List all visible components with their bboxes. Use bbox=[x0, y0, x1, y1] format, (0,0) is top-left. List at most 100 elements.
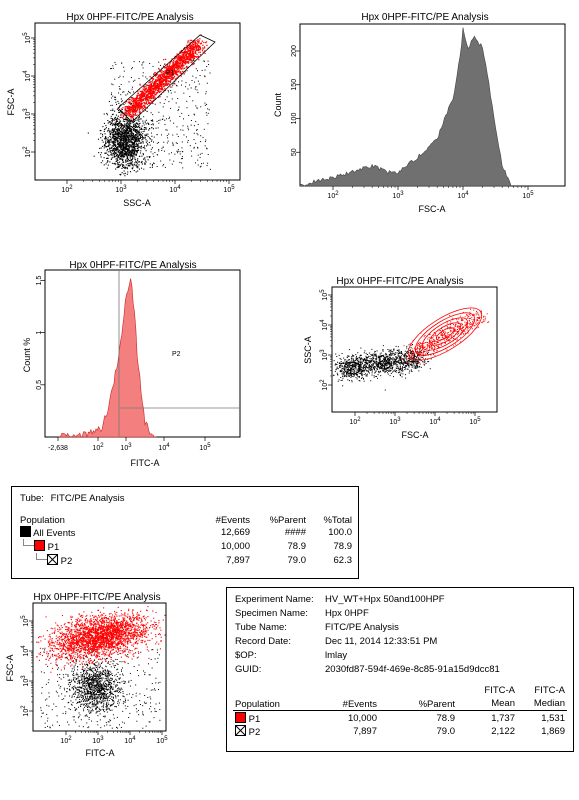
event-point bbox=[143, 130, 145, 132]
event-point bbox=[355, 359, 357, 361]
event-point bbox=[365, 364, 367, 366]
event-point bbox=[114, 136, 116, 138]
event-point bbox=[140, 131, 142, 133]
event-point bbox=[416, 366, 418, 368]
event-point bbox=[129, 112, 131, 114]
event-point bbox=[129, 163, 131, 165]
event-point bbox=[400, 375, 402, 377]
event-point bbox=[202, 48, 204, 50]
event-point bbox=[180, 67, 182, 70]
event-point bbox=[134, 129, 136, 131]
event-point bbox=[193, 63, 195, 65]
event-point bbox=[369, 364, 371, 366]
event-point bbox=[191, 50, 194, 53]
event-point bbox=[362, 377, 364, 379]
event-point bbox=[149, 75, 151, 78]
event-point bbox=[158, 67, 160, 69]
event-point bbox=[154, 75, 156, 77]
event-point bbox=[433, 335, 435, 337]
event-point bbox=[385, 359, 387, 361]
event-point bbox=[346, 360, 348, 362]
event-point bbox=[148, 96, 150, 99]
event-point bbox=[129, 110, 131, 112]
event-point bbox=[136, 138, 138, 140]
event-point bbox=[405, 377, 407, 379]
event-point bbox=[121, 155, 123, 157]
event-point bbox=[395, 356, 397, 358]
event-point bbox=[169, 80, 171, 82]
event-point bbox=[373, 375, 375, 377]
event-point bbox=[126, 157, 128, 160]
event-point bbox=[119, 127, 122, 129]
event-point bbox=[108, 139, 110, 142]
event-point bbox=[399, 358, 401, 360]
event-point bbox=[113, 148, 115, 150]
event-point bbox=[198, 51, 200, 54]
event-point bbox=[399, 358, 401, 360]
event-point bbox=[129, 171, 132, 173]
event-point bbox=[370, 368, 372, 370]
event-point bbox=[181, 67, 183, 69]
tick-label: 104 bbox=[457, 191, 469, 200]
event-point bbox=[116, 117, 118, 119]
event-point bbox=[159, 80, 161, 82]
event-point bbox=[404, 355, 406, 357]
chart-title: Hpx 0HPF-FITC/PE Analysis bbox=[336, 276, 463, 287]
event-point bbox=[416, 364, 418, 366]
event-point bbox=[112, 135, 114, 137]
event-point bbox=[178, 53, 180, 56]
event-point bbox=[112, 141, 114, 143]
event-point bbox=[178, 109, 180, 111]
event-point bbox=[116, 139, 119, 141]
event-point bbox=[112, 123, 114, 125]
event-point bbox=[116, 158, 118, 160]
event-point bbox=[138, 119, 140, 121]
event-point bbox=[171, 58, 173, 60]
event-point bbox=[111, 97, 113, 99]
event-point bbox=[382, 362, 384, 364]
event-point bbox=[165, 68, 168, 70]
event-point bbox=[142, 141, 144, 143]
event-point bbox=[135, 165, 137, 167]
event-point bbox=[126, 167, 128, 169]
event-point bbox=[104, 152, 106, 154]
event-point bbox=[103, 113, 105, 115]
event-point bbox=[124, 118, 126, 120]
event-point bbox=[131, 115, 133, 117]
event-point bbox=[134, 103, 137, 105]
event-point bbox=[375, 362, 377, 364]
event-point bbox=[408, 365, 410, 367]
event-point bbox=[136, 135, 138, 137]
event-point bbox=[136, 95, 138, 97]
event-point bbox=[105, 145, 107, 148]
event-point bbox=[140, 134, 142, 137]
event-point bbox=[375, 364, 377, 366]
event-point bbox=[118, 92, 120, 94]
event-point bbox=[121, 164, 124, 166]
event-point bbox=[193, 146, 195, 148]
event-point bbox=[187, 49, 190, 51]
event-point bbox=[374, 371, 376, 373]
event-point bbox=[124, 150, 126, 152]
event-point bbox=[145, 139, 147, 141]
event-point bbox=[149, 144, 151, 146]
event-point bbox=[124, 153, 126, 155]
event-point bbox=[114, 148, 116, 150]
event-point bbox=[173, 69, 175, 71]
event-point bbox=[166, 84, 169, 86]
event-point bbox=[178, 71, 180, 73]
event-point bbox=[351, 376, 353, 378]
event-point bbox=[195, 121, 197, 123]
event-point bbox=[140, 100, 142, 102]
event-point bbox=[160, 82, 162, 85]
event-point bbox=[150, 124, 152, 126]
event-point bbox=[117, 151, 119, 153]
event-point bbox=[418, 360, 420, 362]
event-point bbox=[363, 358, 365, 360]
event-point bbox=[158, 122, 160, 124]
event-point bbox=[366, 375, 368, 377]
event-point bbox=[142, 99, 144, 101]
event-point bbox=[123, 70, 125, 72]
event-point bbox=[191, 49, 193, 51]
event-point bbox=[365, 352, 367, 354]
